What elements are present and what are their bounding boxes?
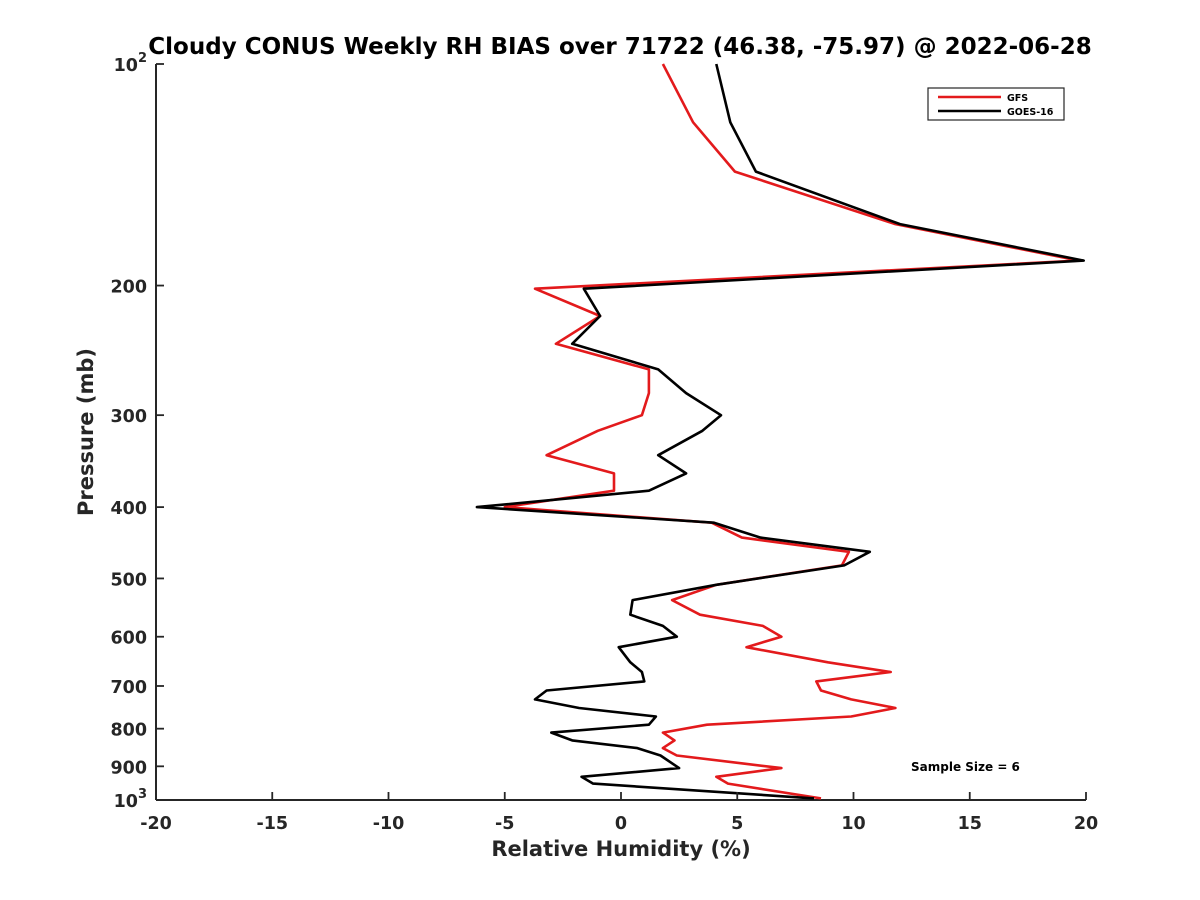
legend-box [927, 87, 1065, 121]
series-layer [475, 63, 1085, 800]
y-tick-label: 600 [110, 629, 147, 649]
legend: GFS GOES-16 [927, 87, 1065, 121]
sample-size-annotation: Sample Size = 6 [911, 760, 1020, 774]
x-tick-label: -15 [256, 814, 288, 834]
x-tick-label: 20 [1074, 814, 1098, 834]
x-tick-group: -20 -15 -10 -5 0 5 10 15 20 [140, 792, 1098, 834]
x-tick-label: -5 [495, 814, 514, 834]
y-tick-label: 700 [110, 678, 147, 698]
chart-title: Cloudy CONUS Weekly RH BIAS over 71722 (… [148, 34, 1091, 60]
y-tick-group: 102 200 300 400 500 600 700 800 900 103 [110, 51, 164, 812]
y-axis-label: Pressure (mb) [74, 348, 98, 516]
y-tick-label: 103 [114, 787, 147, 812]
series-line-goes16 [475, 63, 1085, 800]
y-tick-label: 200 [110, 278, 147, 298]
x-tick-label: 5 [731, 814, 743, 834]
y-tick-label: 102 [114, 51, 147, 76]
legend-label-gfs: GFS [1007, 93, 1028, 104]
y-tick-label: 800 [110, 721, 147, 741]
plot-area: -20 -15 -10 -5 0 5 10 15 20 102 200 300 400 500 600 70… [110, 51, 1098, 834]
legend-label-goes16: GOES-16 [1007, 107, 1054, 118]
x-tick-label: -10 [373, 814, 405, 834]
series-line-gfs [503, 63, 1081, 800]
x-axis-label: Relative Humidity (%) [491, 837, 750, 861]
x-tick-label: 10 [841, 814, 865, 834]
y-tick-label: 500 [110, 570, 147, 590]
y-tick-label: 400 [110, 499, 147, 519]
x-tick-label: -20 [140, 814, 172, 834]
x-tick-label: 0 [615, 814, 627, 834]
y-tick-label: 300 [110, 407, 147, 427]
y-tick-label: 900 [110, 758, 147, 778]
x-tick-label: 15 [958, 814, 982, 834]
